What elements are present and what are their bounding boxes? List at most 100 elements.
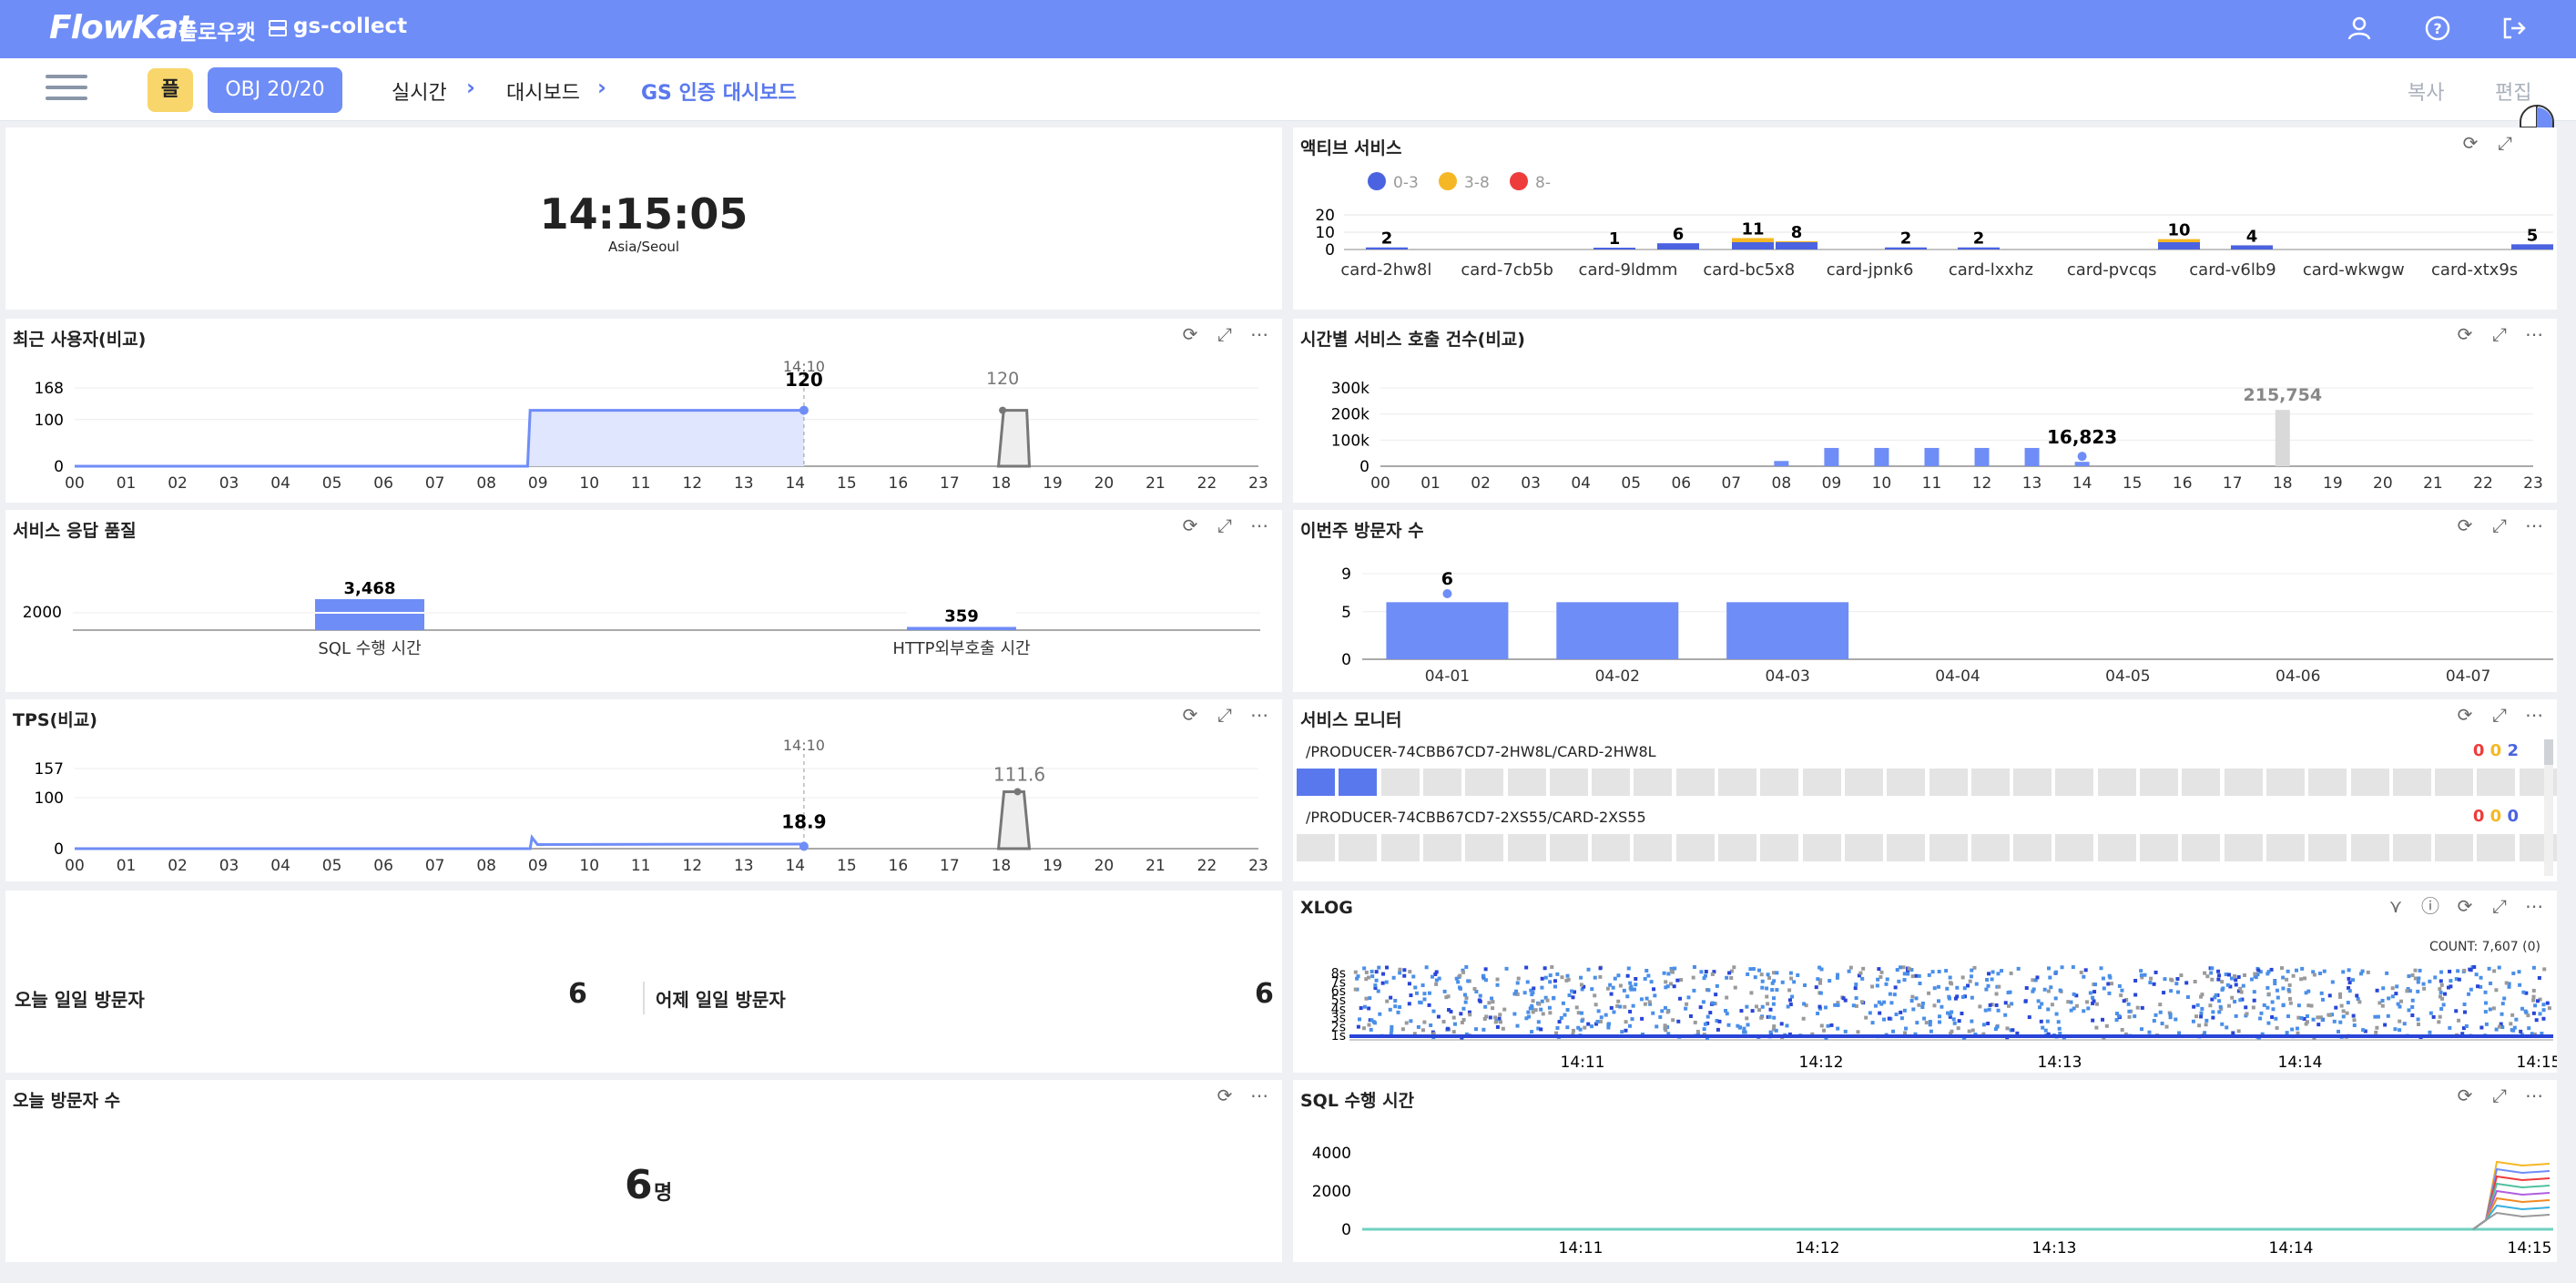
breadcrumb-dashboard[interactable]: 대시보드 — [506, 82, 580, 105]
service-cell[interactable] — [1718, 834, 1756, 861]
expand-icon[interactable]: ⤢ — [2492, 895, 2507, 917]
more-icon[interactable]: ⋯ — [2525, 514, 2543, 536]
service-cell[interactable] — [1844, 834, 1883, 861]
service-cell[interactable] — [1970, 769, 2010, 796]
refresh-icon[interactable]: ⟳ — [2457, 895, 2473, 917]
service-cell[interactable] — [2308, 834, 2347, 861]
service-cell[interactable] — [2055, 834, 2094, 861]
service-path[interactable]: /PRODUCER-74CBB67CD7-2HW8L/CARD-2HW8L — [1306, 743, 1656, 760]
service-cell[interactable] — [1887, 834, 1926, 861]
service-cell[interactable] — [1422, 769, 1461, 796]
service-cell[interactable] — [1339, 769, 1378, 796]
service-cell[interactable] — [1465, 769, 1504, 796]
service-cell[interactable] — [1549, 834, 1588, 861]
more-icon[interactable]: ⋯ — [2525, 1084, 2543, 1106]
more-icon[interactable]: ⋯ — [2525, 704, 2543, 726]
service-cell[interactable] — [1297, 769, 1335, 796]
service-cell[interactable] — [1760, 769, 1799, 796]
service-cell[interactable] — [1507, 834, 1546, 861]
service-path[interactable]: /PRODUCER-74CBB67CD7-2XS55/CARD-2XS55 — [1306, 809, 1646, 826]
service-cell[interactable] — [1634, 834, 1673, 861]
service-cell[interactable] — [2350, 834, 2389, 861]
expand-icon[interactable]: ⤢ — [2492, 704, 2507, 726]
service-cell[interactable] — [1549, 769, 1588, 796]
service-cell[interactable] — [2224, 769, 2263, 796]
menu-icon[interactable] — [46, 75, 87, 102]
refresh-icon[interactable]: ⟳ — [1217, 1084, 1233, 1106]
expand-icon[interactable]: ⤢ — [1217, 704, 1232, 726]
service-cell[interactable] — [1592, 769, 1631, 796]
service-cell[interactable] — [1887, 769, 1926, 796]
info-icon[interactable]: ⓘ — [2421, 895, 2439, 917]
service-cell[interactable] — [1760, 834, 1799, 861]
service-cell[interactable] — [2435, 834, 2474, 861]
service-cell[interactable] — [2097, 769, 2136, 796]
service-cell[interactable] — [2477, 834, 2516, 861]
expand-icon[interactable]: ⤢ — [2492, 1084, 2507, 1106]
app-logo[interactable]: FlowKat — [49, 9, 193, 46]
service-cell[interactable] — [2182, 769, 2221, 796]
service-cell[interactable] — [2350, 769, 2389, 796]
refresh-icon[interactable]: ⟳ — [2457, 1084, 2473, 1106]
project-name[interactable]: gs-collect — [293, 15, 408, 38]
service-cell[interactable] — [2265, 769, 2305, 796]
refresh-icon[interactable]: ⟳ — [2462, 132, 2479, 154]
refresh-icon[interactable]: ⟳ — [2457, 704, 2473, 726]
expand-icon[interactable]: ⤢ — [2498, 132, 2512, 154]
service-cell[interactable] — [1718, 769, 1756, 796]
service-cell[interactable] — [2140, 769, 2178, 796]
service-cell[interactable] — [1634, 769, 1673, 796]
refresh-icon[interactable]: ⟳ — [1182, 323, 1198, 345]
service-cell[interactable] — [2392, 769, 2431, 796]
service-cell[interactable] — [2224, 834, 2263, 861]
service-cell[interactable] — [2182, 834, 2221, 861]
service-cell[interactable] — [1592, 834, 1631, 861]
service-cell[interactable] — [1465, 834, 1504, 861]
service-cell[interactable] — [2055, 769, 2094, 796]
service-cell[interactable] — [1802, 834, 1841, 861]
more-icon[interactable]: ⋯ — [1250, 514, 1268, 536]
expand-icon[interactable]: ⤢ — [1217, 514, 1232, 536]
scrollbar[interactable] — [2544, 739, 2553, 876]
expand-icon[interactable]: ⤢ — [2492, 514, 2507, 536]
service-cell[interactable] — [2097, 834, 2136, 861]
service-cell[interactable] — [1297, 834, 1335, 861]
more-icon[interactable]: ⋯ — [2525, 323, 2543, 345]
service-cell[interactable] — [1339, 834, 1378, 861]
more-icon[interactable]: ⋯ — [2525, 895, 2543, 917]
expand-icon[interactable]: ⤢ — [1217, 323, 1232, 345]
filter-icon[interactable]: ⋎ — [2388, 895, 2403, 917]
project-chip[interactable]: 플 — [148, 68, 193, 112]
help-icon[interactable]: ? — [2424, 15, 2451, 42]
more-icon[interactable]: ⋯ — [1250, 1084, 1268, 1106]
refresh-icon[interactable]: ⟳ — [1182, 704, 1198, 726]
service-cell[interactable] — [1970, 834, 2010, 861]
obj-chip[interactable]: OBJ 20/20 — [208, 67, 342, 113]
service-cell[interactable] — [1380, 834, 1420, 861]
service-cell[interactable] — [1929, 769, 1968, 796]
service-cell[interactable] — [2265, 834, 2305, 861]
more-icon[interactable]: ⋯ — [1250, 323, 1268, 345]
service-cell[interactable] — [2308, 769, 2347, 796]
copy-button[interactable]: 복사 — [2408, 82, 2445, 105]
service-cell[interactable] — [2140, 834, 2178, 861]
service-cell[interactable] — [2013, 769, 2052, 796]
service-cell[interactable] — [1675, 769, 1715, 796]
service-cell[interactable] — [1422, 834, 1461, 861]
service-cell[interactable] — [2013, 834, 2052, 861]
expand-icon[interactable]: ⤢ — [2492, 323, 2507, 345]
service-cell[interactable] — [1844, 769, 1883, 796]
logout-icon[interactable] — [2500, 15, 2528, 42]
service-cell[interactable] — [1802, 769, 1841, 796]
more-icon[interactable]: ⋯ — [1250, 704, 1268, 726]
service-cell[interactable] — [2392, 834, 2431, 861]
service-cell[interactable] — [2435, 769, 2474, 796]
refresh-icon[interactable]: ⟳ — [2457, 514, 2473, 536]
refresh-icon[interactable]: ⟳ — [1182, 514, 1198, 536]
refresh-icon[interactable]: ⟳ — [2457, 323, 2473, 345]
service-cell[interactable] — [1929, 834, 1968, 861]
breadcrumb-realtime[interactable]: 실시간 — [392, 82, 447, 105]
user-icon[interactable] — [2346, 15, 2373, 42]
service-cell[interactable] — [2477, 769, 2516, 796]
